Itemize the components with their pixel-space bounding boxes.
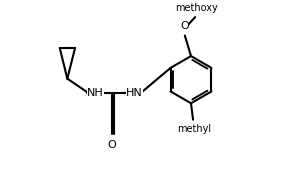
Text: NH: NH bbox=[87, 88, 104, 98]
Text: methyl: methyl bbox=[177, 124, 211, 134]
Text: O: O bbox=[108, 140, 116, 150]
Text: methoxy: methoxy bbox=[175, 3, 217, 13]
Text: O: O bbox=[181, 21, 189, 31]
Text: HN: HN bbox=[126, 88, 143, 98]
